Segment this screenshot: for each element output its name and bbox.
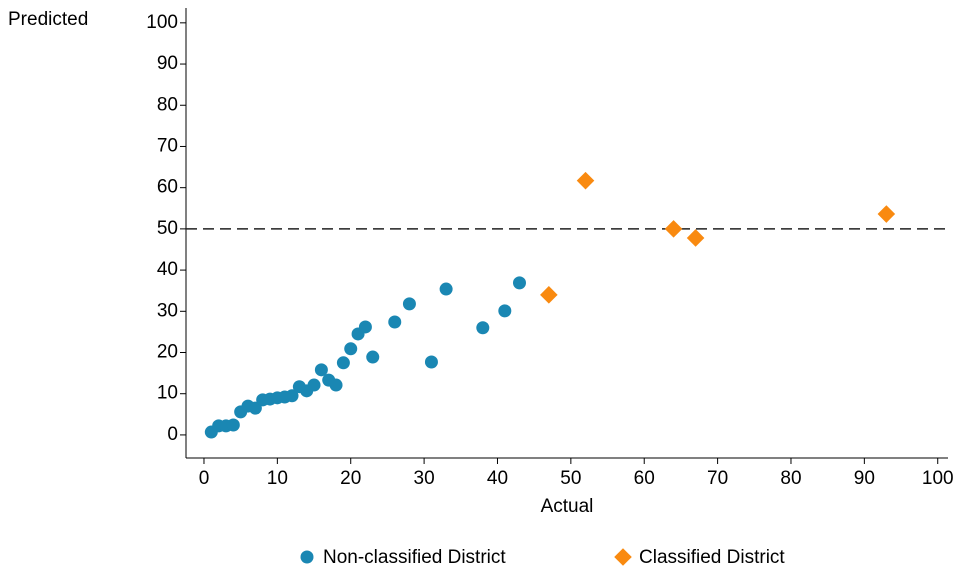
circle-point: [314, 363, 328, 377]
circle-point: [358, 320, 372, 334]
circle-point: [476, 321, 490, 335]
x-tick-label: 100: [922, 468, 954, 489]
x-tick-label: 0: [199, 468, 210, 489]
x-tick-label: 10: [267, 468, 288, 489]
diamond-point: [877, 205, 896, 223]
circle-point: [336, 356, 350, 370]
x-tick-label: 60: [634, 468, 655, 489]
y-tick-label: 80: [157, 94, 178, 115]
y-tick-label: 60: [157, 177, 178, 198]
x-tick-label: 30: [414, 468, 435, 489]
diamond-point: [540, 286, 558, 304]
y-tick-label: 30: [157, 300, 178, 321]
y-tick-label: 40: [157, 259, 178, 280]
legend-marker: [614, 548, 632, 566]
x-tick-label: 40: [487, 468, 508, 489]
legend-label: Classified District: [639, 547, 785, 568]
circle-point: [439, 282, 453, 296]
x-tick-label: 20: [340, 468, 361, 489]
x-axis-label: Actual: [541, 496, 594, 517]
x-tick-label: 80: [780, 468, 801, 489]
x-tick-label: 90: [854, 468, 875, 489]
circle-point: [512, 276, 526, 290]
diamond-point: [664, 220, 683, 238]
y-axis-label: Predicted: [8, 9, 88, 30]
y-tick-label: 10: [157, 383, 178, 404]
circle-point: [402, 297, 416, 311]
circle-point: [366, 350, 380, 364]
circle-point: [344, 342, 358, 356]
circle-point: [226, 418, 240, 432]
circle-point: [424, 355, 438, 369]
circle-point: [285, 389, 299, 403]
circle-point: [388, 315, 402, 329]
y-tick-label: 90: [157, 53, 178, 74]
diamond-point: [576, 171, 595, 190]
circle-point: [329, 378, 343, 392]
y-tick-label: 50: [157, 218, 178, 239]
diamond-point: [686, 229, 705, 247]
y-tick-label: 20: [157, 342, 178, 363]
circle-point: [498, 304, 512, 318]
y-tick-label: 0: [167, 424, 178, 445]
legend-marker: [300, 550, 314, 564]
y-tick-label: 100: [146, 12, 178, 33]
x-tick-label: 70: [707, 468, 728, 489]
circle-point: [307, 378, 321, 392]
y-tick-label: 70: [157, 135, 178, 156]
x-tick-label: 50: [560, 468, 581, 489]
legend-label: Non-classified District: [323, 547, 506, 568]
